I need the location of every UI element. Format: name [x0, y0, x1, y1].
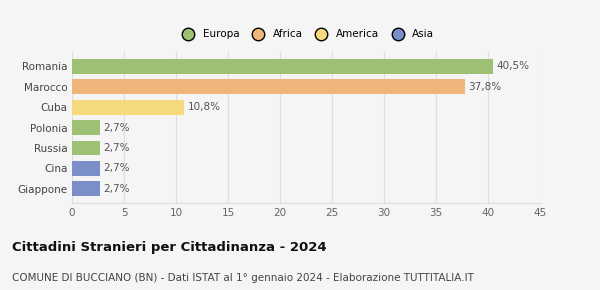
- Text: 2,7%: 2,7%: [103, 143, 130, 153]
- Bar: [72, 141, 100, 155]
- Legend: Europa, Africa, America, Asia: Europa, Africa, America, Asia: [176, 27, 436, 41]
- Text: 2,7%: 2,7%: [103, 184, 130, 194]
- Text: 10,8%: 10,8%: [187, 102, 220, 112]
- Text: 2,7%: 2,7%: [103, 163, 130, 173]
- Text: 37,8%: 37,8%: [468, 82, 502, 92]
- Bar: [72, 182, 100, 196]
- Text: COMUNE DI BUCCIANO (BN) - Dati ISTAT al 1° gennaio 2024 - Elaborazione TUTTITALI: COMUNE DI BUCCIANO (BN) - Dati ISTAT al …: [12, 273, 474, 282]
- Bar: [72, 100, 184, 115]
- Bar: [72, 59, 493, 74]
- Text: 2,7%: 2,7%: [103, 123, 130, 133]
- Bar: [72, 79, 465, 94]
- Text: Cittadini Stranieri per Cittadinanza - 2024: Cittadini Stranieri per Cittadinanza - 2…: [12, 241, 326, 254]
- Bar: [72, 120, 100, 135]
- Bar: [72, 161, 100, 176]
- Text: 40,5%: 40,5%: [496, 61, 529, 71]
